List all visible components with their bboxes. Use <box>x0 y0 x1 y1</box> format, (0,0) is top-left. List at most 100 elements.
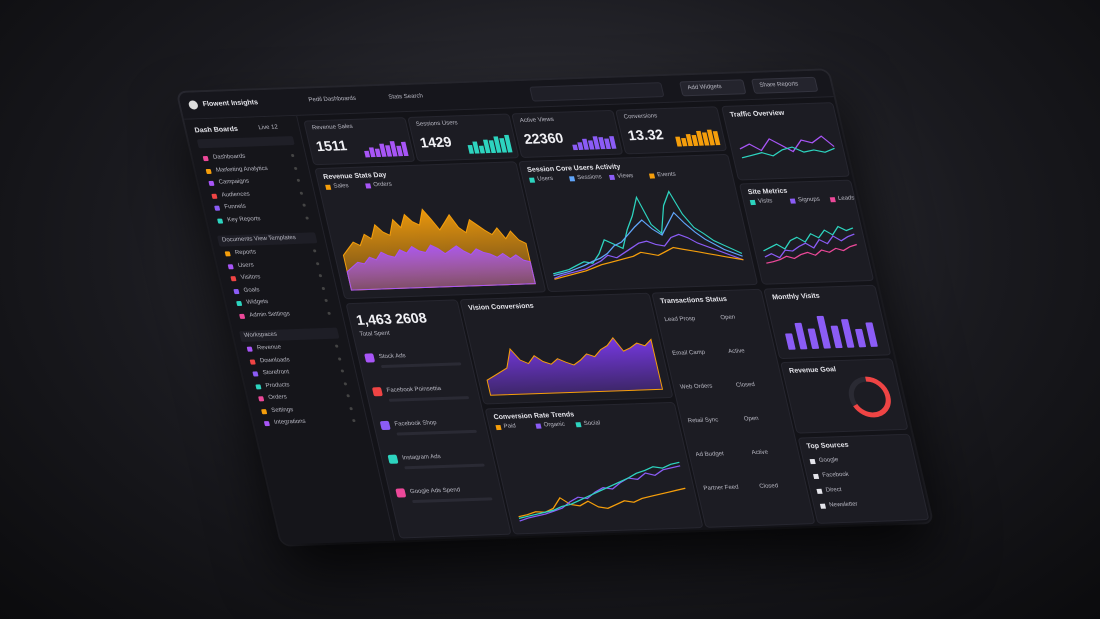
nav-item[interactable]: Storefront <box>262 369 290 377</box>
spark-bar <box>701 132 710 146</box>
chart-card: Revenue Stats Day Sales Orders <box>314 161 547 300</box>
sidebar-search[interactable] <box>196 136 295 149</box>
spend-item[interactable]: Facebook Poinsettia <box>386 386 442 394</box>
spark-bar <box>675 136 682 147</box>
nav-icon <box>211 193 218 199</box>
chart-card: Traffic Overview <box>721 102 851 181</box>
nav-item[interactable]: Audiences <box>221 191 251 199</box>
header-button[interactable]: Share Reports <box>751 76 819 94</box>
kpi-card: Sessions Users 1429 <box>407 113 520 162</box>
spend-item[interactable]: Stock Ads <box>378 353 407 361</box>
nav-item[interactable]: Orders <box>267 394 288 402</box>
source-item[interactable]: Google <box>818 457 840 464</box>
item-icon <box>395 488 407 498</box>
legend-swatch <box>789 198 796 204</box>
legend-label: Views <box>616 173 635 180</box>
sparkline <box>572 136 617 151</box>
item-bar <box>380 362 462 369</box>
section-title-box: Workspaces <box>238 327 340 342</box>
source-item[interactable]: Facebook <box>821 471 850 479</box>
nav-item[interactable]: Visitors <box>240 274 262 281</box>
nav-item[interactable]: Key Reports <box>226 215 262 223</box>
legend-swatch <box>365 183 372 189</box>
nav-chevron <box>315 261 320 265</box>
line <box>766 243 858 264</box>
spend-item[interactable]: Instagram Ads <box>401 454 442 462</box>
spark-bar <box>685 134 693 147</box>
nav-chevron <box>290 153 295 158</box>
bar <box>830 325 843 349</box>
item-bar <box>388 396 470 402</box>
nav-item[interactable]: Admin Settings <box>248 310 291 319</box>
chart-card: Site Metrics Visits Signups Leads <box>738 179 875 285</box>
nav-item[interactable]: Widgets <box>245 299 269 306</box>
nav-item[interactable]: Users <box>237 261 255 269</box>
source-dot <box>816 488 823 494</box>
sparkline <box>675 129 721 147</box>
line <box>741 146 835 159</box>
dashboard: Flowent Insights Pedil Dashboards Stats Se… <box>178 70 932 545</box>
spend-label: Total Spent <box>359 330 391 338</box>
spark-bar <box>364 150 371 158</box>
nav-item[interactable]: Goals <box>243 286 261 294</box>
nav-icon <box>216 218 224 224</box>
nav-chevron <box>337 356 342 361</box>
table-cell: Email Camp <box>671 349 706 357</box>
legend-label: Paid <box>503 423 517 430</box>
nav-item[interactable]: Settings <box>270 406 294 414</box>
legend-label: Users <box>536 175 554 183</box>
chart-title: Revenue Goal <box>788 366 837 375</box>
nav-icon <box>233 288 240 294</box>
spark-bar <box>598 137 606 150</box>
sources-card: Top Sources Google Facebook Direct Newslette… <box>797 433 930 524</box>
source-item[interactable]: Newsletter <box>828 501 859 509</box>
nav-item[interactable]: Downloads <box>259 356 291 364</box>
spark-bar <box>478 145 486 154</box>
gauge-card: Revenue Goal <box>780 358 909 434</box>
legend-label: Social <box>583 420 601 428</box>
nav-item[interactable]: Funnels <box>223 203 247 211</box>
bar <box>865 322 878 347</box>
nav-chevron <box>305 216 309 220</box>
table-cell: Open <box>719 314 736 322</box>
item-icon <box>364 353 376 363</box>
chart-title: Monthly Visits <box>771 292 821 302</box>
spark-bar <box>396 145 404 157</box>
nav-item[interactable]: Products <box>265 381 291 389</box>
nav-item[interactable]: Integrations <box>273 418 307 426</box>
legend-swatch <box>829 197 836 203</box>
spark-bar <box>706 129 715 146</box>
nav-chevron <box>302 203 306 207</box>
spend-item[interactable]: Google Ads Spend <box>409 487 461 496</box>
nav-item[interactable]: Reports <box>234 249 257 257</box>
nav-tab[interactable]: Pedil Dashboards <box>307 95 357 104</box>
nav-chevron <box>296 178 301 182</box>
table-cell: Ad Budget <box>695 451 725 459</box>
table-title: Transactions Status <box>659 295 728 306</box>
nav-icon <box>227 263 234 269</box>
source-item[interactable]: Direct <box>825 487 843 494</box>
chart-title: Vision Conversions <box>467 302 535 312</box>
source-dot <box>809 459 816 465</box>
legend-swatch <box>495 424 502 431</box>
table-cell: Closed <box>735 382 756 389</box>
spark-bar <box>572 144 579 151</box>
header-button[interactable]: Add Widgets <box>679 79 747 97</box>
nav-tab[interactable]: Stats Search <box>387 93 424 101</box>
nav-item[interactable]: Dashboards <box>212 153 247 161</box>
nav-icon <box>246 346 253 352</box>
sources-title: Top Sources <box>805 441 850 451</box>
legend-swatch <box>648 173 656 179</box>
nav-item[interactable]: Marketing Analytics <box>215 165 269 174</box>
table-cell: Active <box>751 449 769 457</box>
kpi-label: Conversions <box>623 113 658 121</box>
spark-bar <box>368 147 376 158</box>
search-box[interactable] <box>529 82 665 102</box>
nav-chevron <box>318 274 323 278</box>
nav-item[interactable]: Revenue <box>256 344 282 352</box>
nav-item[interactable]: Campaigns <box>218 178 250 186</box>
legend-swatch <box>569 176 576 182</box>
bar <box>785 333 796 350</box>
spend-item[interactable]: Facebook Shop <box>393 420 438 428</box>
legend-swatch <box>608 174 616 180</box>
